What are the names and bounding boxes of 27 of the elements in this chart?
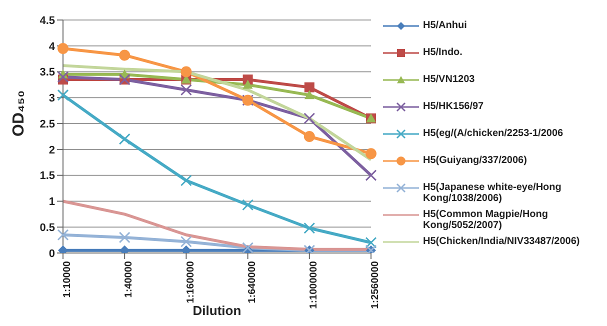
x-tick-label: 1:160000 [185, 260, 196, 304]
y-tick-label: 1.5 [40, 170, 55, 182]
y-tick-label: 0 [48, 248, 55, 260]
legend-label: H5(Japanese white-eye/Hong Kong/1038/2006) [423, 182, 562, 204]
legend-label: H5/VN1203 [423, 74, 476, 85]
x-tick-label: 1:10000 [62, 260, 74, 298]
x-axis-title: Dilution [192, 303, 242, 318]
legend-label: H5(eg/(A/chicken/2253-1/2006 [423, 128, 564, 139]
x-tick-label: 1:640000 [246, 260, 258, 304]
legend-label: H5(Chicken/India/NIV33487/2006) [423, 236, 581, 247]
legend-label: H5/Anhui [423, 20, 468, 31]
y-tick-label: 0.5 [40, 222, 55, 234]
y-tick-label: 3 [48, 92, 55, 105]
x-tick-label: 1:2560000 [370, 260, 382, 309]
y-tick-label: 2.5 [40, 118, 55, 130]
x-tick-label: 1:1000000 [308, 260, 320, 309]
legend-label: H5(Guiyang/337/2006) [423, 155, 528, 166]
x-tick-label: 1:40000 [124, 260, 135, 298]
y-tick-label: 4 [48, 40, 56, 53]
y-tick-label: 1 [48, 196, 55, 208]
y-tick-label: 2 [48, 144, 55, 156]
legend-label: H5/HK156/97 [423, 101, 485, 112]
y-tick-label: 4.5 [40, 14, 55, 27]
legend-label: H5/Indo. [423, 47, 464, 58]
y-tick-label: 3.5 [40, 66, 55, 79]
legend-label: H5(Common Magpie/Hong Kong/5052/2007) [423, 209, 549, 231]
y-axis-title: OD₄₅₀ [10, 90, 28, 136]
